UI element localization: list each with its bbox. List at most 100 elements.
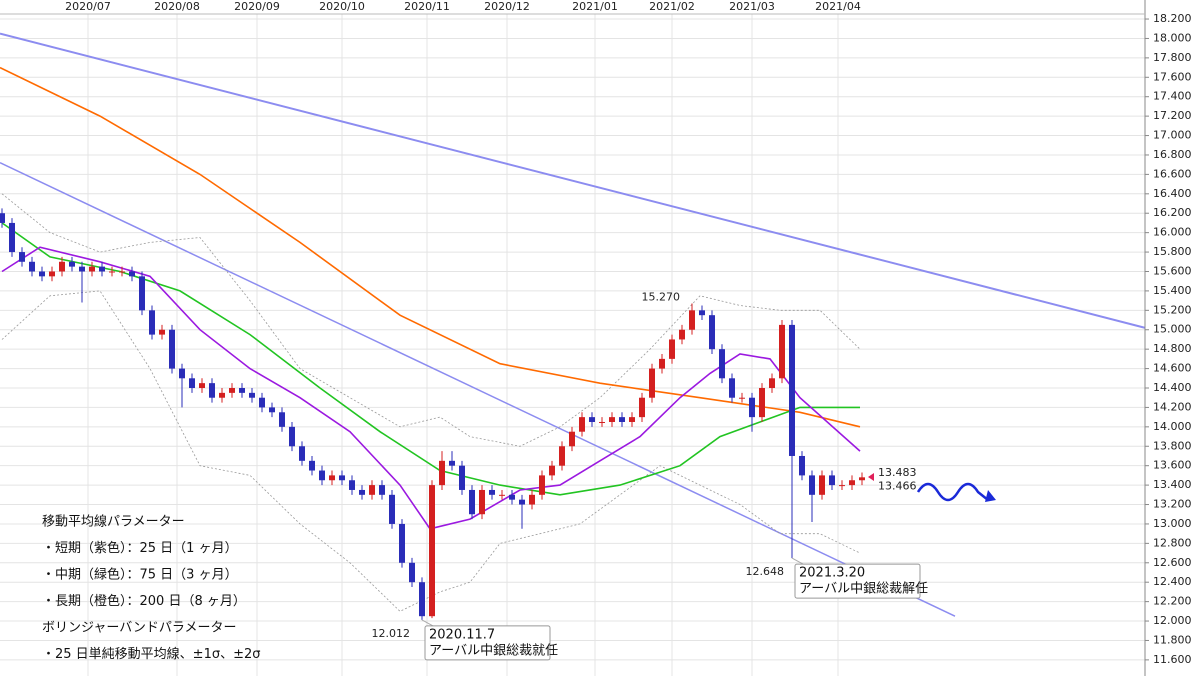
legend-note: ・中期（緑色）：75 日（3 ヶ月） [42, 567, 238, 583]
candle [169, 324, 175, 374]
candle-body [19, 252, 25, 262]
candle-body [429, 485, 435, 617]
candle [9, 218, 15, 257]
candle-body [199, 383, 205, 389]
candle [69, 256, 75, 272]
event-text: アーバル中銀総裁解任 [799, 581, 928, 597]
candle-body [689, 310, 695, 330]
candle [559, 441, 565, 471]
candle-body [599, 421, 605, 423]
candle [349, 475, 355, 495]
candle-body [629, 417, 635, 422]
annotation: 13.466 [878, 480, 917, 493]
candle [179, 363, 185, 408]
candle [759, 383, 765, 422]
y-tick-label: 18.200 [1153, 12, 1192, 25]
candle-body [119, 271, 125, 273]
candle [89, 261, 95, 277]
wave-arrow [916, 482, 989, 502]
labels: 11.600 11.800 12.000 12.200 12.400 12.600 12.8… [42, 0, 1192, 666]
candle [689, 303, 695, 335]
candle [139, 271, 145, 316]
candle-body [369, 485, 375, 495]
series-line [0, 32, 1146, 329]
y-tick-label: 15.800 [1153, 245, 1192, 258]
y-tick-label: 16.200 [1153, 206, 1192, 219]
candle [569, 426, 575, 452]
candle-body [789, 324, 795, 456]
candle-body [799, 455, 805, 476]
candle-body [419, 582, 425, 617]
candle-body [219, 392, 225, 398]
candle [109, 266, 115, 277]
candle [119, 266, 125, 277]
candle [859, 472, 865, 486]
annotation: 13.483 [878, 466, 917, 479]
candle-body [619, 417, 625, 422]
candle-body [659, 358, 665, 369]
candle [129, 266, 135, 282]
legend-note: ・長期（橙色）：200 日（8 ヶ月） [42, 593, 246, 609]
candle-body [39, 271, 45, 277]
candle-body [849, 480, 855, 486]
candle-body [609, 417, 615, 422]
y-tick-label: 12.200 [1153, 595, 1192, 608]
y-tick-label: 14.600 [1153, 362, 1192, 375]
x-tick-label: 2021/02 [649, 0, 695, 13]
candle [599, 417, 605, 427]
x-tick-label: 2020/08 [154, 0, 200, 13]
candle [249, 388, 255, 403]
candle-body [829, 475, 835, 486]
candle [539, 470, 545, 500]
candle [479, 485, 485, 520]
candle [579, 412, 585, 437]
price-marker [868, 473, 874, 482]
event-date: 2021.3.20 [799, 566, 865, 581]
candle-body [669, 339, 675, 359]
candle-body [259, 397, 265, 408]
candle-body [279, 412, 285, 427]
candle-body [649, 368, 655, 398]
candle-body [469, 489, 475, 515]
y-tick-label: 16.600 [1153, 167, 1192, 180]
candle-body [269, 407, 275, 413]
candle [699, 305, 705, 321]
candle [409, 557, 415, 588]
candle-body [359, 489, 365, 495]
candle [589, 412, 595, 427]
candle [229, 383, 235, 398]
x-tick-label: 2020/07 [65, 0, 111, 13]
candle [299, 441, 305, 466]
candle-body [79, 266, 85, 272]
candle [789, 320, 795, 559]
candle [839, 480, 845, 490]
candle [709, 310, 715, 355]
candle [59, 256, 65, 277]
y-tick-label: 16.800 [1153, 148, 1192, 161]
candle [79, 261, 85, 303]
candle [619, 412, 625, 427]
candle [809, 470, 815, 523]
candle-body [409, 562, 415, 583]
annotation: 12.012 [372, 627, 411, 640]
candle [449, 451, 455, 471]
y-tick-label: 17.600 [1153, 70, 1192, 83]
candle-body [389, 494, 395, 524]
candle-body [699, 310, 705, 316]
y-tick-label: 18.000 [1153, 31, 1192, 44]
candle-body [229, 388, 235, 393]
series-line [0, 162, 956, 617]
y-tick-label: 16.000 [1153, 226, 1192, 239]
y-tick-label: 13.800 [1153, 439, 1192, 452]
candle [279, 407, 285, 432]
candle [379, 480, 385, 500]
candle-body [59, 261, 65, 272]
candle [769, 373, 775, 393]
candle-body [769, 378, 775, 389]
candle [269, 402, 275, 418]
candle [99, 261, 105, 277]
candle [289, 421, 295, 452]
candle [219, 388, 225, 403]
x-tick-label: 2021/01 [572, 0, 618, 13]
candle-body [459, 465, 465, 490]
